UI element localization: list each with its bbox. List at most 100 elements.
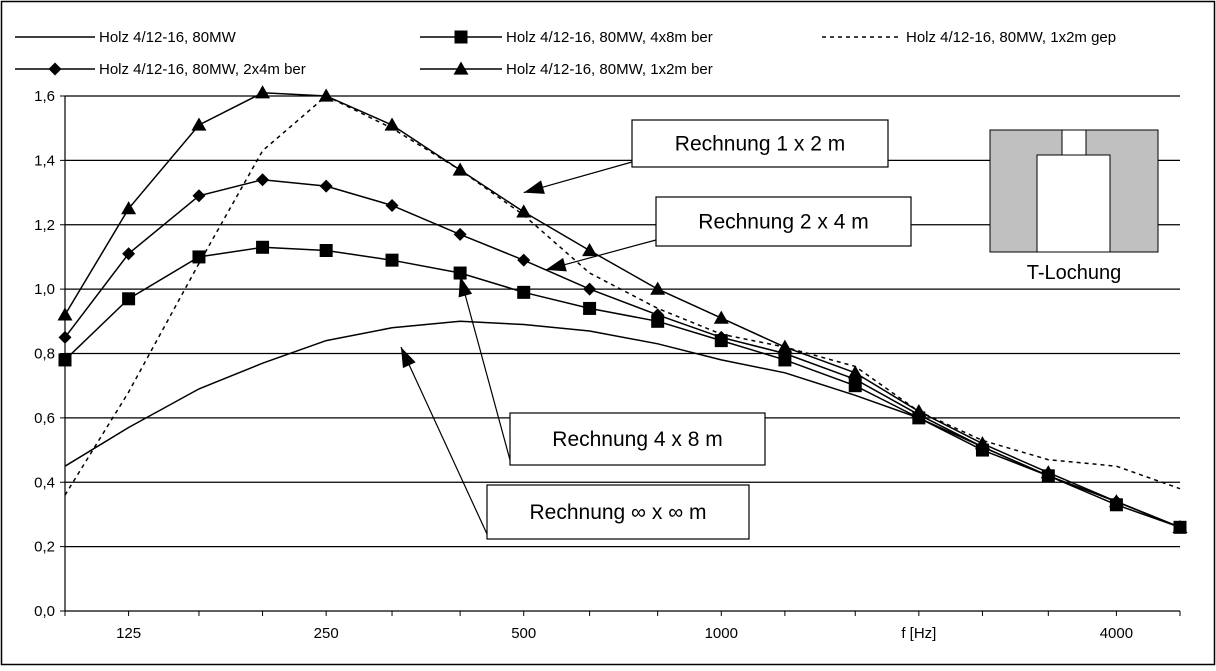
annotation-2: Rechnung 4 x 8 m <box>458 276 766 466</box>
inset-label: T-Lochung <box>1027 262 1122 284</box>
data-point <box>583 282 597 296</box>
x-tick-label: 250 <box>314 625 339 642</box>
t-lochung-inset: T-Lochung <box>989 129 1159 284</box>
data-point <box>319 179 333 193</box>
annotation-1: Rechnung 2 x 4 m <box>545 196 912 272</box>
data-point <box>256 173 270 187</box>
series-line-3 <box>64 178 1181 528</box>
x-tick-label: 1000 <box>705 625 738 642</box>
y-tick-label: 0,8 <box>34 346 55 363</box>
legend-item-0: Holz 4/12-16, 80MW <box>15 29 237 46</box>
data-point <box>650 281 666 295</box>
annotation-box <box>509 412 766 466</box>
annotation-arrowhead <box>400 347 416 369</box>
data-point <box>847 365 863 379</box>
data-point <box>318 88 334 102</box>
data-point <box>452 162 468 176</box>
data-point <box>122 247 136 261</box>
legend-swatch-marker <box>454 30 468 44</box>
y-tick-label: 1,2 <box>34 217 55 234</box>
legend-item-3: Holz 4/12-16, 80MW, 2x4m ber <box>15 61 306 78</box>
y-tick-label: 1,4 <box>34 152 55 169</box>
data-point <box>192 189 206 203</box>
legend-swatch-marker <box>48 62 62 76</box>
data-point <box>453 227 467 241</box>
annotation-box <box>486 484 750 540</box>
series-line-4 <box>64 92 1181 528</box>
legend-label: Holz 4/12-16, 80MW, 4x8m ber <box>506 29 713 46</box>
data-point <box>583 301 597 315</box>
y-tick-label: 0,2 <box>34 539 55 556</box>
data-point <box>974 436 990 450</box>
annotation-arrow-line <box>459 276 511 461</box>
annotation-text: Rechnung ∞ x ∞ m <box>529 501 706 524</box>
y-tick-label: 1,0 <box>34 281 55 298</box>
legend-item-4: Holz 4/12-16, 80MW, 1x2m ber <box>420 61 713 78</box>
y-tick-labels: 0,0 0,2 0,4 0,6 0,8 1,0 1,2 1,4 1,6 <box>34 88 55 620</box>
data-point <box>517 285 531 299</box>
annotation-text: Rechnung 1 x 2 m <box>675 133 845 156</box>
data-point <box>714 330 728 344</box>
legend-swatch-marker <box>453 61 469 75</box>
data-point <box>58 330 72 344</box>
annotations: Rechnung 1 x 2 m Rechnung 2 x 4 m Rechnung… <box>400 119 912 540</box>
data-point <box>1108 494 1124 508</box>
y-tick-label: 1,6 <box>34 88 55 105</box>
data-point <box>319 244 333 257</box>
data-point <box>911 403 927 418</box>
data-point <box>191 117 207 131</box>
data-point <box>777 339 793 353</box>
x-tick-labels: 125 250 500 1000 f [Hz] 4000 <box>116 625 1133 642</box>
series-line-2 <box>64 95 1181 496</box>
x-tick-label: 500 <box>511 625 536 642</box>
data-point <box>385 253 399 267</box>
series-layer <box>57 85 1188 534</box>
legend: Holz 4/12-16, 80MW Holz 4/12-16, 80MW, 4x… <box>15 29 1116 78</box>
series-line-1 <box>64 246 1181 529</box>
annotation-3: Rechnung ∞ x ∞ m <box>400 346 750 540</box>
data-point <box>651 308 665 322</box>
series-4 <box>57 85 1188 533</box>
annotation-0: Rechnung 1 x 2 m <box>523 119 889 194</box>
y-tick-label: 0,0 <box>34 603 55 620</box>
legend-label: Holz 4/12-16, 80MW, 2x4m ber <box>99 61 306 78</box>
data-point <box>517 253 531 267</box>
data-point <box>713 310 729 324</box>
annotation-arrowhead <box>458 276 473 298</box>
data-point <box>582 243 598 257</box>
annotation-text: Rechnung 4 x 8 m <box>552 428 722 451</box>
series-3 <box>58 173 1187 534</box>
x-tick-label: 4000 <box>1100 625 1133 642</box>
y-tick-label: 0,6 <box>34 410 55 427</box>
inset-slot <box>1061 129 1087 156</box>
data-point <box>1040 465 1056 479</box>
data-point <box>58 353 72 367</box>
annotation-arrowhead <box>523 180 545 194</box>
legend-item-1: Holz 4/12-16, 80MW, 4x8m ber <box>420 29 713 46</box>
x-tick-label: f [Hz] <box>901 625 936 642</box>
data-point <box>1172 519 1188 533</box>
data-point <box>121 201 137 215</box>
annotation-arrowhead <box>545 257 567 272</box>
data-point <box>256 240 270 254</box>
data-point <box>384 117 400 131</box>
y-tick-label: 0,4 <box>34 474 55 491</box>
annotation-box <box>631 119 889 168</box>
x-tick-label: 125 <box>116 625 141 642</box>
series-2 <box>64 95 1181 496</box>
legend-label: Holz 4/12-16, 80MW, 1x2m gep <box>906 29 1116 46</box>
data-point <box>192 250 206 264</box>
annotation-box <box>655 196 912 247</box>
annotation-text: Rechnung 2 x 4 m <box>698 211 868 234</box>
data-point <box>516 204 532 218</box>
legend-item-2: Holz 4/12-16, 80MW, 1x2m gep <box>822 29 1116 46</box>
data-point <box>385 198 399 212</box>
data-point <box>255 85 271 99</box>
data-point <box>453 266 467 280</box>
data-point <box>122 292 136 306</box>
inset-cavity <box>1036 154 1111 253</box>
legend-label: Holz 4/12-16, 80MW, 1x2m ber <box>506 61 713 78</box>
